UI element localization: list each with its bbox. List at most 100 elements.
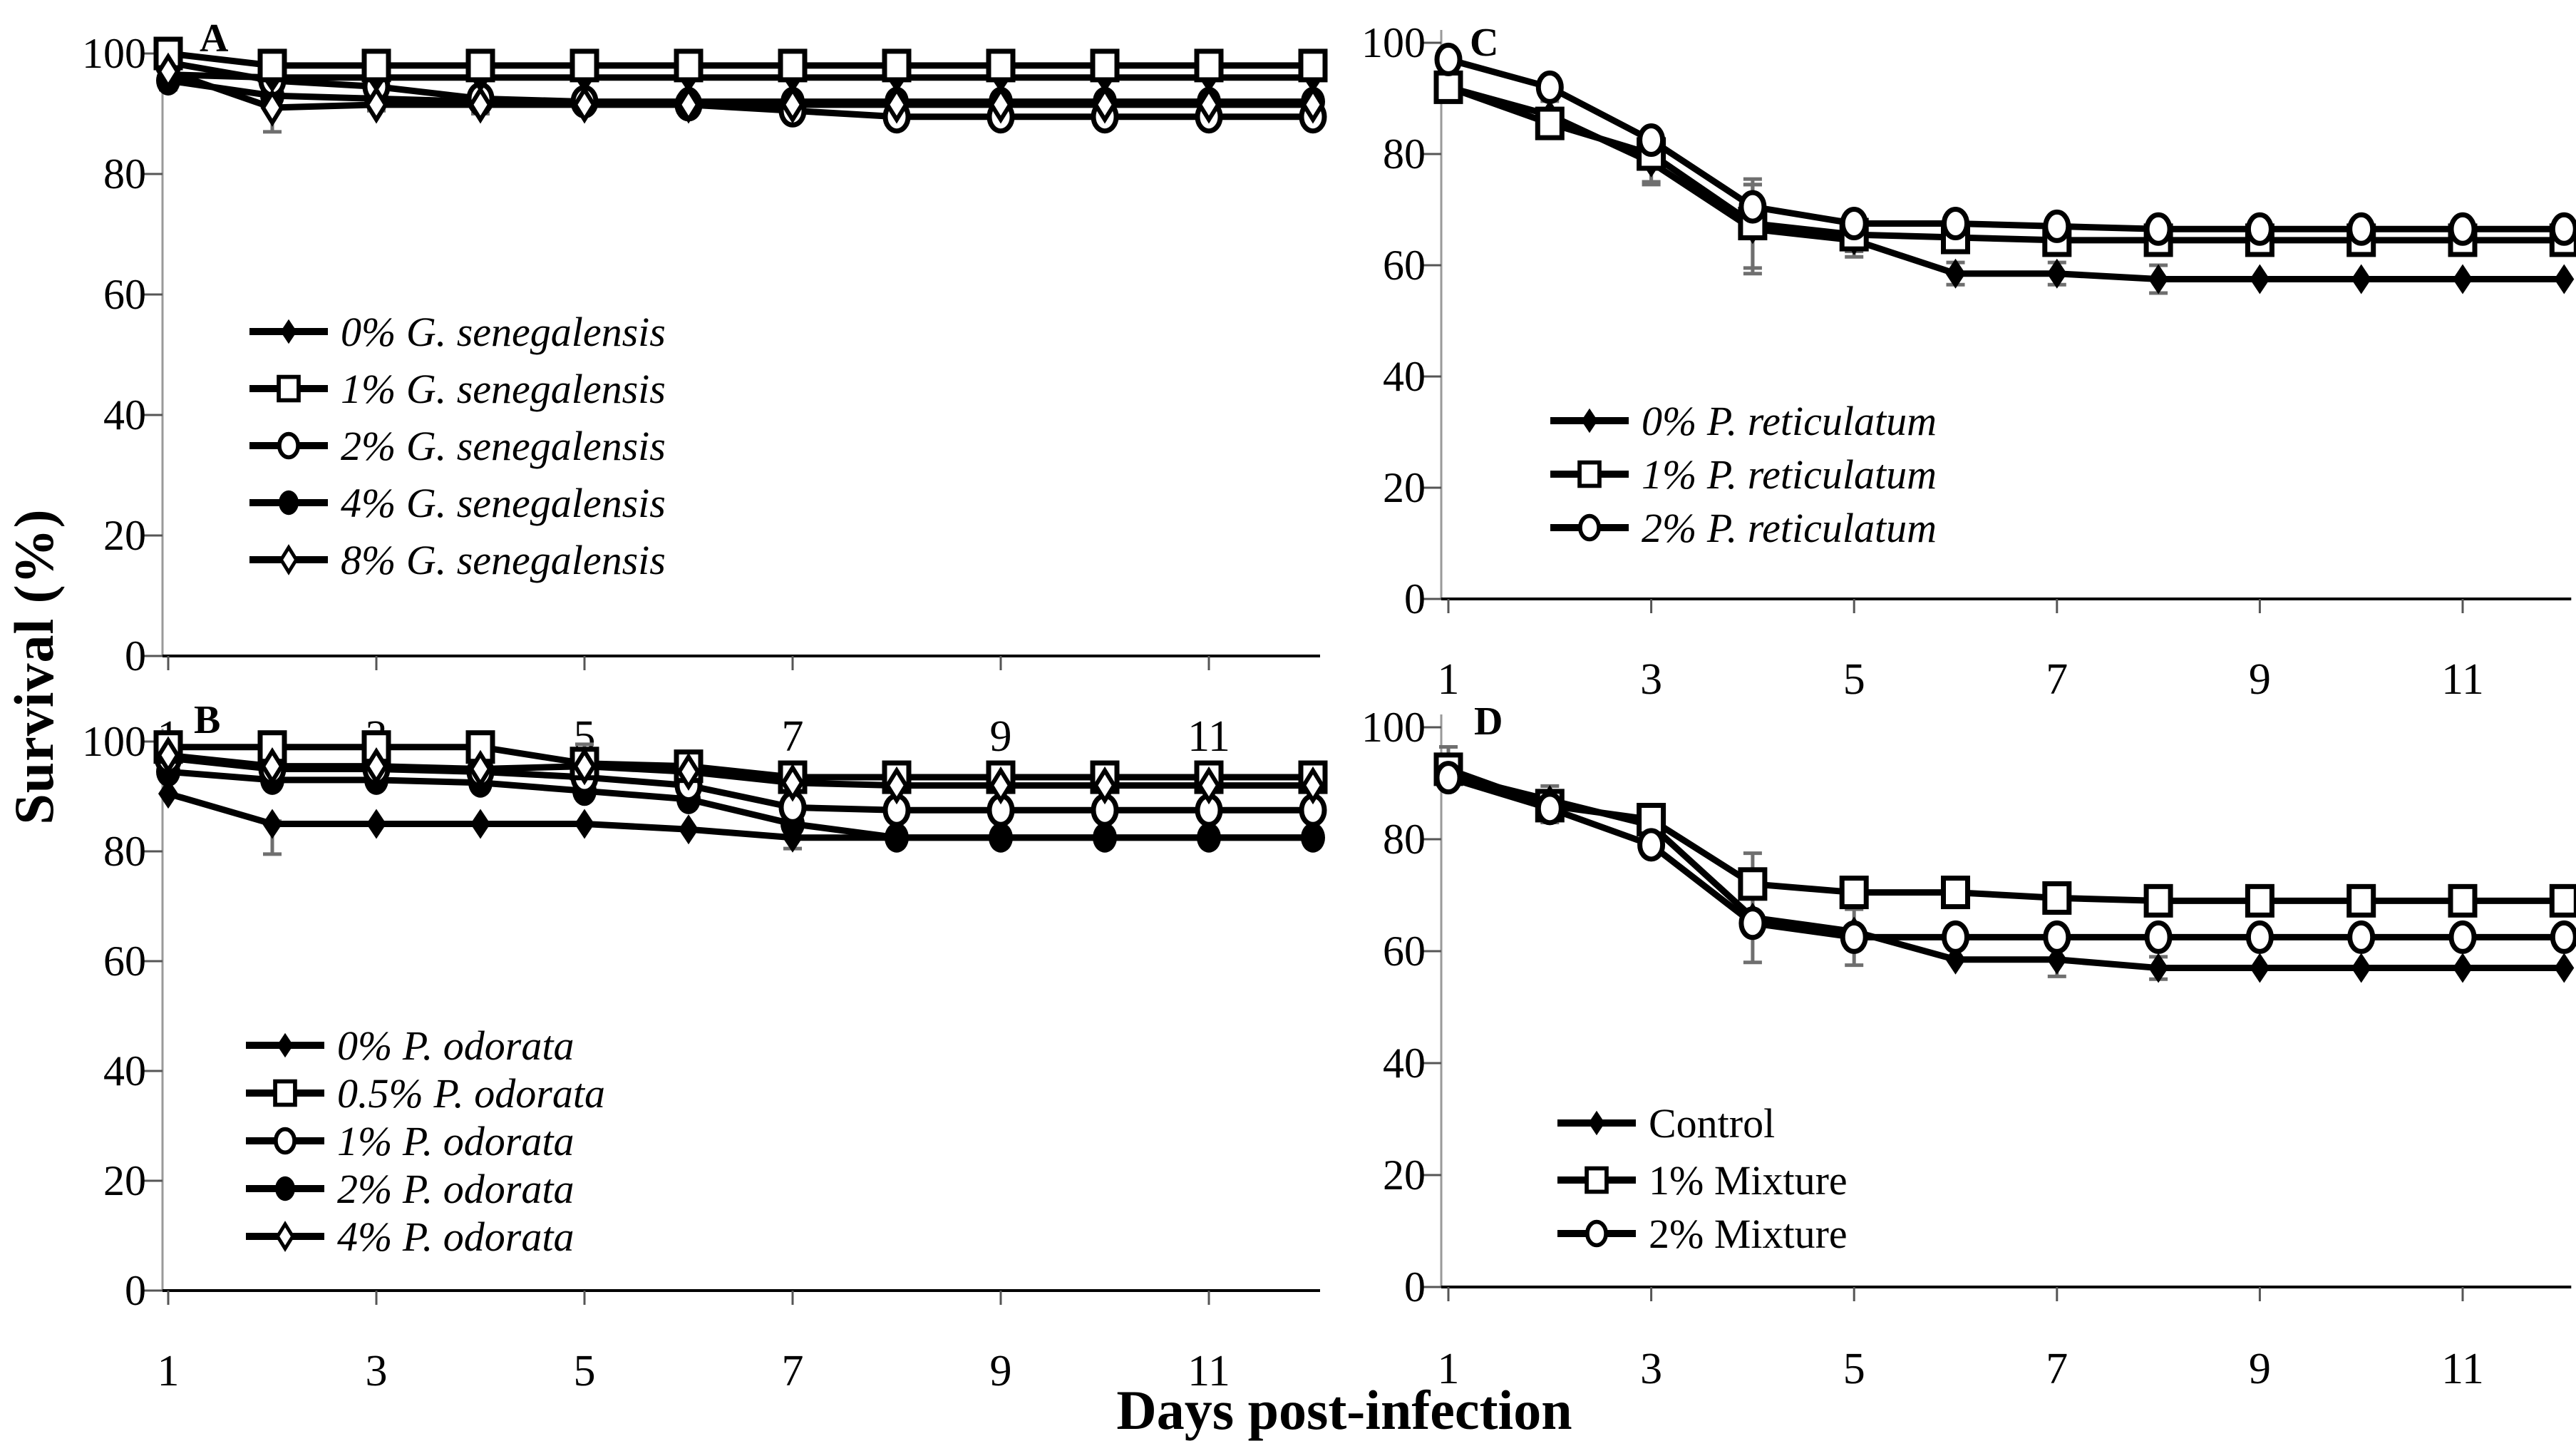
marker-diamond-open: [364, 86, 388, 124]
marker-diamond-open: [780, 86, 805, 124]
marker-square-open: [882, 48, 912, 83]
marker-circle-open: [1535, 791, 1564, 826]
legend-label: 0% G. senegalensis: [341, 309, 666, 355]
y-tick-label: 20: [103, 1157, 146, 1204]
legend-label: 2% P. odorata: [337, 1166, 574, 1212]
x-tick-label: 1: [158, 1347, 180, 1395]
marker-diamond-filled: [2046, 258, 2067, 289]
marker-diamond-open: [1197, 766, 1221, 805]
marker-diamond-filled: [783, 822, 803, 853]
marker-diamond-open: [275, 1221, 295, 1252]
marker-circle-filled: [275, 1176, 295, 1201]
marker-square-open: [2448, 883, 2478, 918]
marker-square-open: [2245, 883, 2274, 918]
marker-diamond-filled: [262, 809, 282, 839]
y-tick-label: 60: [1383, 242, 1426, 289]
marker-circle-open: [277, 431, 300, 460]
panel-B-series-3-line: [168, 768, 1313, 841]
marker-circle-open: [1840, 920, 1868, 954]
panel-B-series-1-line: [168, 744, 1313, 781]
marker-diamond-filled: [1945, 258, 1966, 289]
y-tick-label: 100: [82, 718, 146, 765]
marker-circle-open: [1637, 123, 1666, 157]
marker-circle-open: [1637, 828, 1666, 862]
legend-label: 2% G. senegalensis: [341, 423, 666, 469]
x-tick-label: 5: [1843, 655, 1865, 704]
marker-diamond-open: [780, 764, 805, 802]
marker-diamond-filled: [887, 822, 907, 853]
panel-D-legend-item-1: 1% Mixture: [1557, 1157, 1848, 1204]
legend-label: 1% P. odorata: [337, 1118, 574, 1164]
marker-diamond-filled: [2148, 953, 2169, 983]
marker-diamond-filled: [1588, 1110, 1605, 1136]
marker-diamond-filled: [2351, 264, 2371, 294]
panel-C-series-0-markers: [1438, 72, 2575, 294]
legend-label: 2% P. reticulatum: [1642, 505, 1937, 551]
y-tick-label: 20: [1383, 1152, 1426, 1199]
marker-diamond-open: [279, 544, 299, 575]
marker-diamond-open: [156, 736, 180, 774]
marker-diamond-open: [364, 747, 388, 786]
y-tick-label: 60: [103, 938, 146, 985]
marker-circle-open: [1434, 42, 1463, 76]
marker-diamond-filled: [2554, 264, 2575, 294]
marker-square-open: [1433, 70, 1463, 104]
marker-circle-open: [2144, 212, 2173, 246]
marker-square-open: [1738, 867, 1768, 901]
panel-C-series-2-markers: [1434, 42, 2576, 246]
panel-B-legend-item-4: 4% P. odorata: [246, 1214, 574, 1260]
marker-circle-open: [274, 1127, 297, 1155]
marker-diamond-open: [260, 747, 284, 786]
panel-B-legend-item-3: 2% P. odorata: [246, 1166, 574, 1212]
marker-diamond-filled: [991, 822, 1011, 853]
x-tick-label: 9: [2249, 655, 2271, 704]
x-tick-label: 9: [2249, 1345, 2271, 1393]
marker-diamond-filled: [366, 809, 386, 839]
marker-square-open: [465, 48, 495, 83]
marker-square-open: [257, 48, 287, 83]
marker-diamond-open: [1197, 86, 1221, 124]
marker-diamond-filled: [2453, 953, 2473, 983]
legend-label: 2% Mixture: [1649, 1211, 1848, 1257]
panel-D-legend-item-2: 2% Mixture: [1557, 1211, 1848, 1257]
marker-diamond-filled: [2453, 264, 2473, 294]
marker-diamond-open: [989, 86, 1013, 124]
marker-square-open: [1941, 876, 1970, 910]
x-tick-label: 9: [990, 712, 1012, 761]
panel-letter-C: C: [1470, 21, 1498, 65]
y-tick-label: 0: [1404, 1263, 1426, 1311]
marker-diamond-filled: [277, 1032, 294, 1058]
x-tick-label: 7: [782, 712, 804, 761]
marker-diamond-filled: [679, 814, 699, 845]
marker-circle-open: [1585, 1219, 1608, 1248]
y-tick-label: 20: [1383, 464, 1426, 511]
marker-diamond-open: [572, 86, 597, 124]
marker-circle-open: [2144, 920, 2173, 954]
panel-A-series-1-line: [168, 50, 1313, 69]
marker-square-open: [1585, 1166, 1609, 1194]
marker-diamond-open: [676, 752, 701, 791]
panel-C-legend-item-0: 0% P. reticulatum: [1550, 398, 1937, 444]
marker-circle-open: [1434, 761, 1463, 795]
panel-D-legend: Control 1% Mixture 2% Mixture: [1557, 1100, 1848, 1257]
marker-diamond-open: [989, 766, 1013, 805]
panel-A-legend-item-4: 8% G. senegalensis: [249, 537, 666, 583]
panel-A-series-4-line: [167, 68, 1313, 111]
panel-D-legend-item-0: Control: [1557, 1100, 1775, 1147]
panel-D-series-0-markers: [1438, 759, 2575, 983]
marker-circle-open: [2550, 212, 2576, 246]
x-tick-label: 5: [1843, 1345, 1865, 1393]
marker-circle-open: [1942, 920, 1969, 954]
marker-diamond-filled: [2250, 264, 2270, 294]
x-tick-label: 11: [2441, 1345, 2484, 1393]
marker-diamond-open: [468, 749, 493, 789]
panel-A-series-0-line: [168, 71, 1313, 81]
marker-diamond-open: [1301, 86, 1325, 124]
y-tick-label: 80: [1383, 130, 1426, 178]
marker-diamond-open: [468, 86, 493, 124]
panel-C-series-1-line: [1447, 84, 2565, 244]
marker-circle-open: [2347, 920, 2376, 954]
marker-circle-open: [2043, 920, 2071, 954]
x-tick-label: 1: [1438, 1345, 1460, 1393]
